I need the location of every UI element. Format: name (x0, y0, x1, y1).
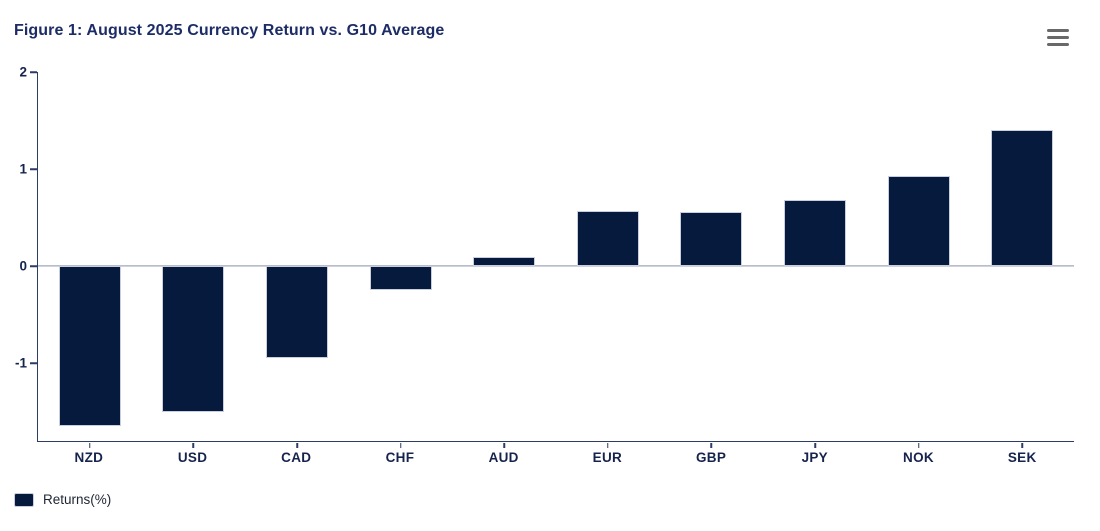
x-axis-tick (607, 443, 609, 448)
hamburger-line (1047, 35, 1069, 40)
x-axis-label-NZD: NZD (74, 450, 104, 465)
y-axis-tick (30, 71, 37, 73)
hamburger-line (1047, 29, 1069, 33)
plot-area: 2 1 0 -1 (15, 65, 1074, 448)
hamburger-menu-icon[interactable] (1047, 29, 1069, 46)
bar-GBP[interactable] (680, 211, 743, 267)
hamburger-line (1047, 42, 1069, 46)
x-axis-tick (917, 443, 920, 448)
x-axis-tick (399, 443, 402, 448)
x-axis-label-NOK: NOK (903, 450, 934, 465)
legend-swatch (14, 492, 34, 507)
x-axis-label-CAD: CAD (281, 450, 312, 465)
bar-NOK[interactable] (887, 175, 950, 267)
x-axis-label-AUD: AUD (488, 450, 519, 465)
bar-CHF[interactable] (369, 266, 432, 291)
x-axis-label-GBP: GBP (695, 450, 727, 465)
bar-USD[interactable] (162, 266, 225, 412)
chart-title: Figure 1: August 2025 Currency Return vs… (14, 22, 445, 39)
bar-SEK[interactable] (991, 130, 1054, 267)
y-axis-tick (30, 265, 37, 267)
y-axis-tick (30, 168, 37, 170)
y-axis-tick (30, 362, 37, 365)
chart-header: Figure 1: August 2025 Currency Return vs… (0, 0, 1100, 52)
y-axis-tick-label: -1 (14, 355, 27, 371)
x-axis-label-JPY: JPY (801, 450, 828, 465)
zero-gridline (38, 265, 1074, 267)
bar-JPY[interactable] (783, 200, 847, 267)
y-axis-tick-label: 1 (19, 161, 27, 177)
x-axis-tick (814, 443, 816, 448)
x-axis-label-EUR: EUR (592, 450, 623, 465)
bar-NZD[interactable] (58, 266, 121, 427)
bar-EUR[interactable] (576, 210, 639, 267)
bar-CAD[interactable] (265, 266, 329, 359)
x-axis-tick (1021, 443, 1023, 448)
x-axis-tick (296, 443, 298, 448)
x-axis-label-USD: USD (177, 450, 208, 465)
y-axis-tick-label: 2 (19, 64, 27, 80)
bar-AUD[interactable] (473, 256, 536, 267)
x-axis-label-SEK: SEK (1007, 450, 1037, 465)
bar-chart: 2 1 0 -1 (15, 65, 1074, 448)
x-axis-labels: NZD USD CAD CHF AUD EUR GBP JPY NOK SEK (37, 450, 1074, 465)
x-axis-tick (89, 443, 91, 448)
x-axis-tick (710, 443, 713, 448)
x-axis-tick (503, 443, 505, 448)
y-axis-tick-label: 0 (19, 258, 27, 274)
x-axis-label-CHF: CHF (385, 450, 415, 465)
legend-label: Returns(%) (43, 492, 112, 507)
legend-item-returns[interactable]: Returns(%) (14, 492, 111, 507)
x-axis-tick (192, 443, 195, 448)
